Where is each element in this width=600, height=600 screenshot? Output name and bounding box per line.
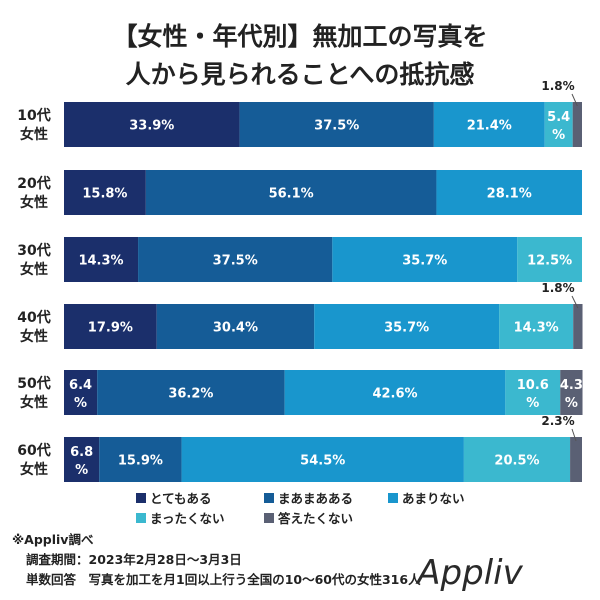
category-label: 女性: [20, 328, 48, 345]
legend-label: とてもある: [150, 491, 212, 506]
bar-segment: [145, 170, 437, 215]
data-label: %: [565, 396, 578, 411]
bar-segment: [560, 370, 583, 415]
data-label: 15.9%: [118, 454, 163, 469]
bar-segment: [64, 102, 240, 147]
bar-segment: [499, 304, 574, 349]
bar-segment: [572, 102, 582, 147]
category-label: 60代: [17, 442, 50, 459]
data-label: 20.5%: [494, 454, 539, 469]
callout-label: 2.3%: [541, 414, 574, 428]
bar-segment: [64, 170, 146, 215]
category-label: 30代: [17, 242, 50, 259]
category-label: 女性: [20, 394, 48, 411]
legend-label: 答えたくない: [278, 511, 353, 526]
chart-title-line-2: 人から見られることへの抵抗感: [126, 60, 475, 89]
appliv-logo: Appliv: [415, 553, 523, 593]
bar-segment: [99, 437, 182, 482]
category-label: 女性: [20, 461, 48, 478]
data-label: 42.6%: [372, 387, 417, 402]
bar-segment: [314, 304, 500, 349]
callout-label: 1.8%: [541, 281, 574, 295]
data-label: 33.9%: [129, 119, 174, 134]
callout-label: 1.8%: [541, 79, 574, 93]
data-label: %: [526, 396, 539, 411]
data-label: 5.4: [547, 110, 570, 125]
legend-label: あまりない: [402, 491, 465, 506]
legend-label: まったくない: [150, 511, 225, 526]
bar-segment: [436, 170, 582, 215]
category-label: 女性: [20, 126, 48, 143]
category-label: 女性: [20, 194, 48, 211]
bar-segment: [239, 102, 434, 147]
data-label: 37.5%: [213, 254, 258, 269]
legend-swatch: [136, 493, 146, 503]
bar-segment: [433, 102, 545, 147]
data-label: 10.6: [517, 378, 549, 393]
bar-segment: [332, 237, 518, 282]
legend-swatch: [388, 493, 398, 503]
data-label: 14.3%: [78, 254, 123, 269]
data-label: 14.3%: [514, 321, 559, 336]
data-label: 36.2%: [168, 387, 213, 402]
bar-segment: [505, 370, 561, 415]
data-label: %: [74, 396, 87, 411]
data-label: 17.9%: [88, 321, 133, 336]
callout-line: [571, 428, 577, 442]
data-label: 35.7%: [384, 321, 429, 336]
bar-segment: [156, 304, 315, 349]
chart-title-line-1: 【女性・年代別】無加工の写真を: [112, 22, 487, 51]
bar-segment: [463, 437, 571, 482]
bar-segment: [64, 304, 157, 349]
callout-line: [571, 295, 579, 309]
category-label: 40代: [17, 309, 50, 326]
data-label: 4.3: [560, 378, 583, 393]
data-label: 21.4%: [467, 119, 512, 134]
footer-method: 単数回答 写真を加工を月1回以上行う全国の10～60代の女性316人: [26, 572, 421, 587]
category-label: 10代: [17, 107, 50, 124]
bar-segment: [64, 437, 100, 482]
data-label: 15.8%: [82, 187, 127, 202]
legend-swatch: [264, 493, 274, 503]
data-label: 37.5%: [314, 119, 359, 134]
data-label: %: [552, 128, 565, 143]
category-label: 20代: [17, 175, 50, 192]
data-label: 35.7%: [402, 254, 447, 269]
category-label: 50代: [17, 375, 50, 392]
legend-swatch: [264, 513, 274, 523]
data-label: 6.4: [69, 378, 92, 393]
bar-segment: [570, 437, 582, 482]
data-label: 6.8: [70, 445, 93, 460]
bar-segment: [64, 370, 98, 415]
bar-segment: [138, 237, 333, 282]
data-label: %: [75, 463, 88, 478]
bar-segment: [544, 102, 573, 147]
bar-segment: [97, 370, 285, 415]
bar-segment: [517, 237, 582, 282]
legend-label: まあまあある: [278, 491, 353, 506]
data-label: 56.1%: [269, 187, 314, 202]
bar-segment: [284, 370, 506, 415]
legend-swatch: [136, 513, 146, 523]
bar-segment: [181, 437, 464, 482]
footer-source: ※Appliv調べ: [12, 532, 94, 547]
callout-line: [571, 93, 578, 107]
footer-period: 調査期間：2023年2月28日～3月3日: [26, 552, 242, 567]
bar-segment: [64, 237, 139, 282]
data-label: 30.4%: [213, 321, 258, 336]
data-label: 54.5%: [300, 454, 345, 469]
data-label: 28.1%: [487, 187, 532, 202]
bar-segment: [573, 304, 583, 349]
category-label: 女性: [20, 261, 48, 278]
data-label: 12.5%: [527, 254, 572, 269]
